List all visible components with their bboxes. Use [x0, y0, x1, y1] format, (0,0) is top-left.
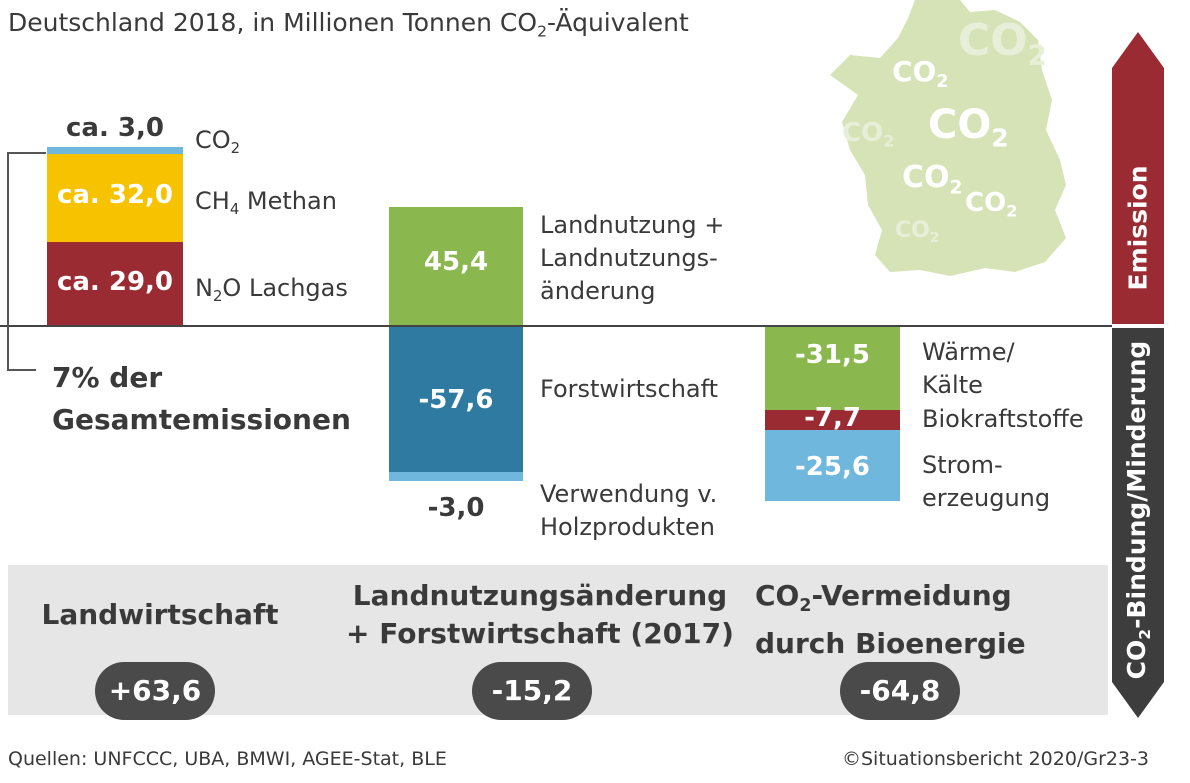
- series-label-wood-products: Verwendung v. Holzprodukten: [540, 480, 718, 541]
- bar-ch4: [47, 154, 183, 242]
- bar-biofuel: [765, 410, 900, 430]
- value-label-ch4: ca. 32,0: [56, 180, 174, 210]
- series-label-forestry: Forstwirtschaft: [540, 375, 719, 403]
- total-pill-landuse: -15,2: [472, 662, 592, 720]
- bar-forestry: [389, 327, 523, 472]
- chart-title: Deutschland 2018, in Millionen Tonnen CO…: [8, 8, 689, 41]
- series-label-heat: Wärme/ Kälte: [922, 338, 1015, 399]
- map-co2-label: CO2: [902, 160, 963, 199]
- map-co2-label: CO2: [958, 15, 1047, 72]
- bar-wood-products: [389, 472, 523, 481]
- value-label-biofuel: -7,7: [804, 403, 861, 433]
- arrow-down-binding: [1112, 328, 1164, 718]
- source-note: Quellen: UNFCCC, UBA, BMWI, AGEE-Stat, B…: [8, 748, 447, 770]
- bracket-line: [7, 152, 46, 371]
- total-pill-agriculture: +63,6: [95, 662, 215, 720]
- series-label-ch4: CH4 Methan: [195, 187, 337, 219]
- arrow-label-emission: Emission: [1123, 165, 1153, 291]
- value-label-n2o: ca. 29,0: [56, 267, 174, 297]
- value-label-power: -25,6: [795, 452, 870, 482]
- bar-landuse: [389, 207, 523, 325]
- bar-power: [765, 430, 900, 501]
- series-label-n2o: N2O Lachgas: [195, 274, 348, 306]
- series-label-landuse: Landnutzung + Landnutzungs- änderung: [540, 211, 725, 305]
- map-co2-label: CO2: [965, 188, 1018, 221]
- zero-axis-line: [0, 325, 1112, 327]
- bar-n2o: [47, 242, 183, 325]
- value-label-forestry: -57,6: [418, 385, 494, 415]
- series-label-co2: CO2: [195, 126, 241, 158]
- group-title-agriculture: Landwirtschaft: [41, 598, 279, 631]
- arrow-label-binding: CO2-Bindung/Minderung: [1121, 340, 1155, 680]
- map-co2-label: CO2: [892, 55, 949, 93]
- series-label-biofuel: Biokraftstoffe: [922, 405, 1084, 433]
- total-pill-bioenergy: -64,8: [840, 662, 960, 720]
- map-co2-label: CO2: [895, 218, 940, 246]
- germany-map: [830, 0, 1066, 276]
- value-label-landuse: 45,4: [423, 247, 489, 277]
- value-label-wood-products: -3,0: [427, 493, 485, 523]
- value-label-heat: -31,5: [795, 340, 870, 370]
- map-co2-label: CO2: [842, 118, 895, 151]
- bar-co2: [47, 147, 183, 154]
- value-label-co2: ca. 3,0: [66, 113, 164, 143]
- group-title-landuse: Landnutzungsänderung + Forstwirtschaft (…: [346, 579, 734, 650]
- arrow-up-emission: [1112, 32, 1164, 324]
- group-title-bioenergy: CO2-Vermeidung durch Bioenergie: [755, 579, 1026, 661]
- series-label-power: Strom- erzeugung: [922, 451, 1051, 512]
- germany-map-shape: [830, 0, 1066, 276]
- bar-heat: [765, 327, 900, 410]
- emission-binding-arrow: [1112, 32, 1164, 718]
- map-co2-label: CO2: [928, 102, 1009, 153]
- share-annotation: 7% der Gesamtemissionen: [52, 361, 351, 436]
- copyright-note: ©Situationsbericht 2020/Gr23-3: [842, 748, 1149, 770]
